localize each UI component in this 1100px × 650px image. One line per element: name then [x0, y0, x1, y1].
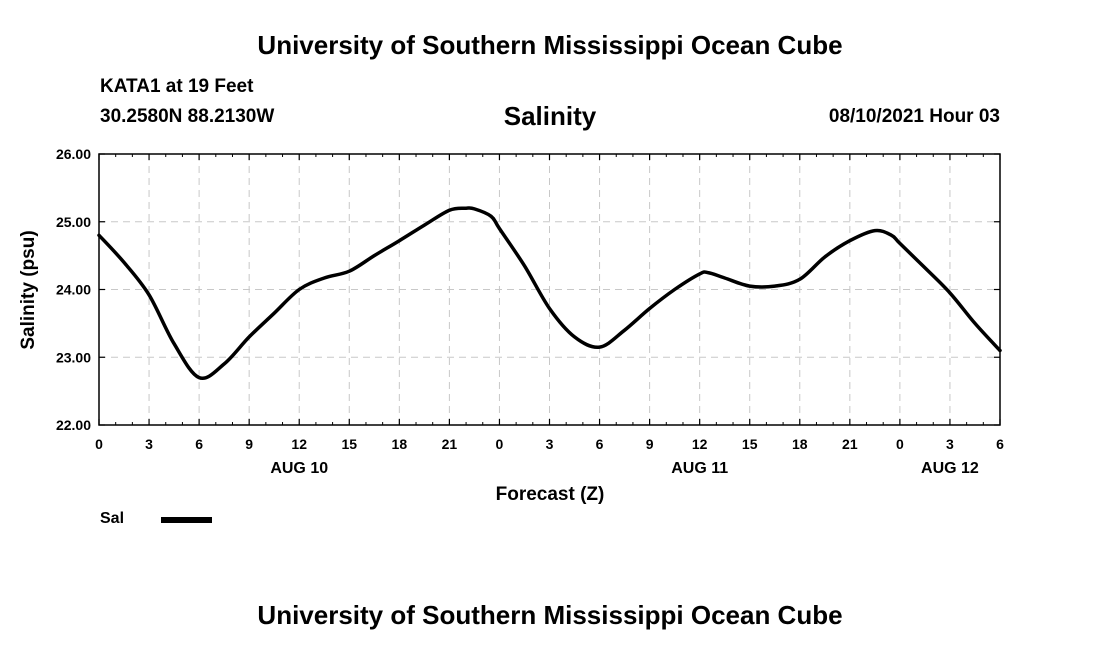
date-label: AUG 11 — [671, 460, 728, 477]
x-tick-label: 6 — [596, 436, 604, 452]
station-coordinates: 30.2580N 88.2130W — [100, 106, 275, 127]
x-tick-label: 12 — [692, 436, 708, 452]
y-tick-label: 22.00 — [56, 417, 91, 433]
x-tick-label: 18 — [392, 436, 408, 452]
station-label: KATA1 at 19 Feet — [100, 76, 254, 97]
header-title: University of Southern Mississippi Ocean… — [257, 30, 843, 60]
x-tick-label: 3 — [546, 436, 554, 452]
x-tick-label: 15 — [341, 436, 357, 452]
axis-tick-labels: 0 3 6 9 12 15 18 21 0 3 6 9 12 15 18 21 0 3 6 22.00 23.00 24.… — [56, 146, 1004, 477]
x-tick-label: 0 — [896, 436, 904, 452]
y-tick-label: 26.00 — [56, 146, 91, 162]
y-tick-label: 24.00 — [56, 282, 91, 298]
legend-label: Sal — [100, 510, 125, 527]
x-tick-label: 3 — [145, 436, 153, 452]
x-tick-label: 0 — [496, 436, 504, 452]
x-tick-label: 6 — [195, 436, 203, 452]
date-label: AUG 10 — [270, 460, 328, 477]
footer-title: University of Southern Mississippi Ocean… — [257, 600, 843, 630]
x-tick-label: 15 — [742, 436, 758, 452]
grid-lines — [99, 154, 1000, 425]
x-axis-title: Forecast (Z) — [496, 484, 605, 505]
x-tick-label: 0 — [95, 436, 103, 452]
x-tick-label: 9 — [646, 436, 654, 452]
x-tick-label: 6 — [996, 436, 1004, 452]
x-tick-label: 12 — [291, 436, 307, 452]
y-tick-label: 25.00 — [56, 214, 91, 230]
x-tick-label: 9 — [245, 436, 253, 452]
x-tick-label: 21 — [842, 436, 858, 452]
x-tick-label: 18 — [792, 436, 808, 452]
axis-ticks — [98, 153, 1001, 426]
date-label: AUG 12 — [921, 460, 979, 477]
series-line-sal — [97, 206, 1002, 381]
x-tick-label: 21 — [442, 436, 458, 452]
chart-title: Salinity — [503, 101, 597, 131]
y-axis-title: Salinity (psu) — [18, 230, 39, 349]
x-tick-label: 3 — [946, 436, 954, 452]
legend-swatch — [161, 517, 212, 523]
y-tick-label: 23.00 — [56, 349, 91, 365]
issued-datetime: 08/10/2021 Hour 03 — [828, 106, 1000, 127]
